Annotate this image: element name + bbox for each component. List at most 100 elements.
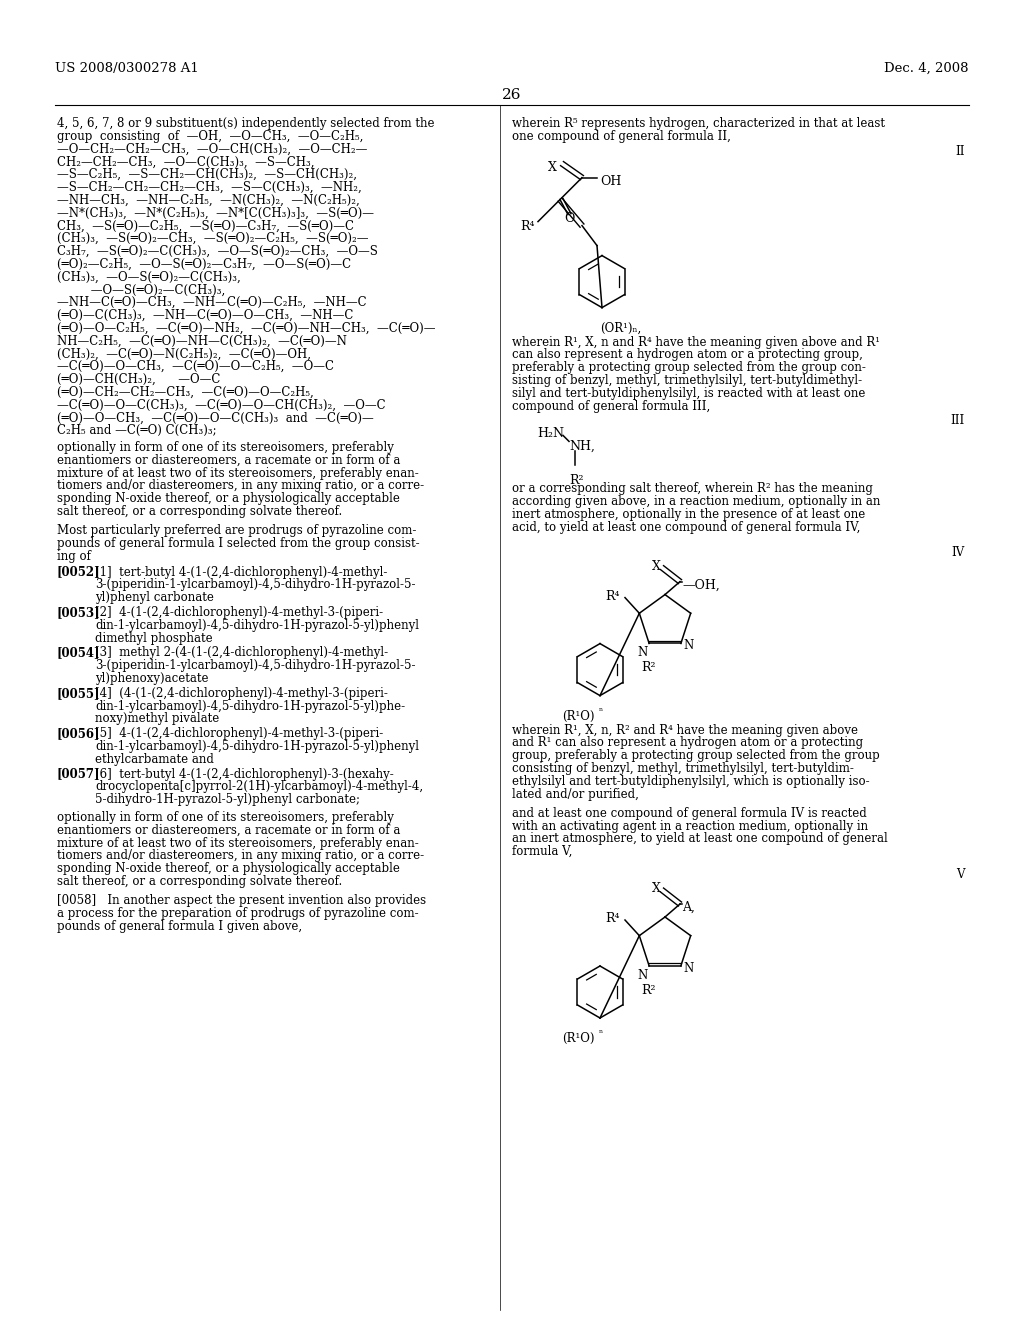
Text: wherein R¹, X, n, R² and R⁴ have the meaning given above: wherein R¹, X, n, R² and R⁴ have the mea… (512, 723, 858, 737)
Text: din-1-ylcarbamoyl)-4,5-dihydro-1H-pyrazol-5-yl)phenyl: din-1-ylcarbamoyl)-4,5-dihydro-1H-pyrazo… (95, 619, 419, 632)
Text: tiomers and/or diastereomers, in any mixing ratio, or a corre-: tiomers and/or diastereomers, in any mix… (57, 479, 424, 492)
Text: inert atmosphere, optionally in the presence of at least one: inert atmosphere, optionally in the pres… (512, 508, 865, 521)
Text: V: V (956, 869, 965, 880)
Text: silyl and tert-butyldiphenylsilyl, is reacted with at least one: silyl and tert-butyldiphenylsilyl, is re… (512, 387, 865, 400)
Text: —NH—CH₃,  —NH—C₂H₅,  —N(CH₃)₂,  —N(C₂H₅)₂,: —NH—CH₃, —NH—C₂H₅, —N(CH₃)₂, —N(C₂H₅)₂, (57, 194, 359, 207)
Text: —N*(CH₃)₃,  —N*(C₂H₅)₃,  —N*[C(CH₃)₃]₃,  —S(═O)—: —N*(CH₃)₃, —N*(C₂H₅)₃, —N*[C(CH₃)₃]₃, —S… (57, 207, 374, 219)
Text: (CH₃)₃,  —S(═O)₂—CH₃,  —S(═O)₂—C₂H₅,  —S(═O)₂—: (CH₃)₃, —S(═O)₂—CH₃, —S(═O)₂—C₂H₅, —S(═O… (57, 232, 369, 246)
Text: (R¹O): (R¹O) (562, 1032, 595, 1045)
Text: [0054]: [0054] (57, 647, 100, 660)
Text: O: O (564, 211, 574, 224)
Text: II: II (955, 145, 965, 157)
Text: [1]  tert-butyl 4-(1-(2,4-dichlorophenyl)-4-methyl-: [1] tert-butyl 4-(1-(2,4-dichlorophenyl)… (95, 565, 387, 578)
Text: —O—S(═O)₂—C(CH₃)₃,: —O—S(═O)₂—C(CH₃)₃, (57, 284, 225, 297)
Text: R⁴: R⁴ (605, 590, 620, 603)
Text: optionally in form of one of its stereoisomers, preferably: optionally in form of one of its stereoi… (57, 441, 394, 454)
Text: R²: R² (569, 474, 584, 487)
Text: [0053]: [0053] (57, 606, 100, 619)
Text: C₃H₇,  —S(═O)₂—C(CH₃)₃,  —O—S(═O)₂—CH₃,  —O—S: C₃H₇, —S(═O)₂—C(CH₃)₃, —O—S(═O)₂—CH₃, —O… (57, 246, 378, 257)
Text: mixture of at least two of its stereoisomers, preferably enan-: mixture of at least two of its stereoiso… (57, 837, 419, 850)
Text: X: X (548, 161, 557, 174)
Text: 3-(piperidin-1-ylcarbamoyl)-4,5-dihydro-1H-pyrazol-5-: 3-(piperidin-1-ylcarbamoyl)-4,5-dihydro-… (95, 659, 416, 672)
Text: R⁴: R⁴ (520, 219, 535, 232)
Text: lated and/or purified,: lated and/or purified, (512, 788, 639, 801)
Text: group  consisting  of  —OH,  —O—CH₃,  —O—C₂H₅,: group consisting of —OH, —O—CH₃, —O—C₂H₅… (57, 129, 364, 143)
Text: din-1-ylcarbamoyl)-4,5-dihydro-1H-pyrazol-5-yl)phe-: din-1-ylcarbamoyl)-4,5-dihydro-1H-pyrazo… (95, 700, 406, 713)
Text: [2]  4-(1-(2,4-dichlorophenyl)-4-methyl-3-(piperi-: [2] 4-(1-(2,4-dichlorophenyl)-4-methyl-3… (95, 606, 383, 619)
Text: din-1-ylcarbamoyl)-4,5-dihydro-1H-pyrazol-5-yl)phenyl: din-1-ylcarbamoyl)-4,5-dihydro-1H-pyrazo… (95, 741, 419, 752)
Text: one compound of general formula II,: one compound of general formula II, (512, 129, 731, 143)
Text: formula V,: formula V, (512, 845, 572, 858)
Text: 26: 26 (502, 88, 522, 102)
Text: acid, to yield at least one compound of general formula IV,: acid, to yield at least one compound of … (512, 521, 860, 533)
Text: ethylsilyl and tert-butyldiphenylsilyl, which is optionally iso-: ethylsilyl and tert-butyldiphenylsilyl, … (512, 775, 869, 788)
Text: [0052]: [0052] (57, 565, 100, 578)
Text: and R¹ can also represent a hydrogen atom or a protecting: and R¹ can also represent a hydrogen ato… (512, 737, 863, 750)
Text: R²: R² (641, 983, 655, 997)
Text: compound of general formula III,: compound of general formula III, (512, 400, 711, 413)
Text: NH,: NH, (569, 440, 595, 453)
Text: with an activating agent in a reaction medium, optionally in: with an activating agent in a reaction m… (512, 820, 868, 833)
Text: [0058]   In another aspect the present invention also provides: [0058] In another aspect the present inv… (57, 894, 426, 907)
Text: (CH₃)₃,  —O—S(═O)₂—C(CH₃)₃,: (CH₃)₃, —O—S(═O)₂—C(CH₃)₃, (57, 271, 241, 284)
Text: Most particularly preferred are prodrugs of pyrazoline com-: Most particularly preferred are prodrugs… (57, 524, 417, 537)
Text: —S—CH₂—CH₂—CH₂—CH₃,  —S—C(CH₃)₃,  —NH₂,: —S—CH₂—CH₂—CH₂—CH₃, —S—C(CH₃)₃, —NH₂, (57, 181, 361, 194)
Text: N: N (637, 969, 647, 982)
Text: salt thereof, or a corresponding solvate thereof.: salt thereof, or a corresponding solvate… (57, 506, 342, 517)
Text: (═O)—CH₂—CH₂—CH₃,  —C(═O)—O—C₂H₅,: (═O)—CH₂—CH₂—CH₃, —C(═O)—O—C₂H₅, (57, 385, 313, 399)
Text: yl)phenyl carbonate: yl)phenyl carbonate (95, 591, 214, 605)
Text: R⁴: R⁴ (605, 912, 620, 925)
Text: sponding N-oxide thereof, or a physiologically acceptable: sponding N-oxide thereof, or a physiolog… (57, 862, 400, 875)
Text: OH: OH (600, 174, 622, 187)
Text: [5]  4-(1-(2,4-dichlorophenyl)-4-methyl-3-(piperi-: [5] 4-(1-(2,4-dichlorophenyl)-4-methyl-3… (95, 727, 383, 741)
Text: N: N (684, 962, 694, 975)
Text: [0057]: [0057] (57, 768, 100, 780)
Text: Dec. 4, 2008: Dec. 4, 2008 (885, 62, 969, 75)
Text: H₂N: H₂N (537, 428, 564, 441)
Text: mixture of at least two of its stereoisomers, preferably enan-: mixture of at least two of its stereoiso… (57, 466, 419, 479)
Text: or a corresponding salt thereof, wherein R² has the meaning: or a corresponding salt thereof, wherein… (512, 482, 872, 495)
Text: —C(═O)—O—CH₃,  —C(═O)—O—C₂H₅,  —O—C: —C(═O)—O—CH₃, —C(═O)—O—C₂H₅, —O—C (57, 360, 334, 374)
Text: (CH₃)₂,  —C(═O)—N(C₂H₅)₂,  —C(═O)—OH,: (CH₃)₂, —C(═O)—N(C₂H₅)₂, —C(═O)—OH, (57, 347, 311, 360)
Text: drocyclopenta[c]pyrrol-2(1H)-ylcarbamoyl)-4-methyl-4,: drocyclopenta[c]pyrrol-2(1H)-ylcarbamoyl… (95, 780, 423, 793)
Text: wherein R⁵ represents hydrogen, characterized in that at least: wherein R⁵ represents hydrogen, characte… (512, 117, 885, 129)
Text: (═O)₂—C₂H₅,  —O—S(═O)₂—C₃H₇,  —O—S(═O)—C: (═O)₂—C₂H₅, —O—S(═O)₂—C₃H₇, —O—S(═O)—C (57, 257, 351, 271)
Text: a process for the preparation of prodrugs of pyrazoline com-: a process for the preparation of prodrug… (57, 907, 419, 920)
Text: wherein R¹, X, n and R⁴ have the meaning given above and R¹: wherein R¹, X, n and R⁴ have the meaning… (512, 335, 880, 348)
Text: ing of: ing of (57, 550, 91, 562)
Text: X: X (652, 882, 660, 895)
Text: yl)phenoxy)acetate: yl)phenoxy)acetate (95, 672, 209, 685)
Text: (═O)—O—C₂H₅,  —C(═O)—NH₂,  —C(═O)—NH—CH₃,  —C(═O)—: (═O)—O—C₂H₅, —C(═O)—NH₂, —C(═O)—NH—CH₃, … (57, 322, 435, 335)
Text: C₂H₅ and —C(═O) C(CH₃)₃;: C₂H₅ and —C(═O) C(CH₃)₃; (57, 424, 217, 437)
Text: (R¹O): (R¹O) (562, 710, 595, 722)
Text: 4, 5, 6, 7, 8 or 9 substituent(s) independently selected from the: 4, 5, 6, 7, 8 or 9 substituent(s) indepe… (57, 117, 434, 129)
Text: ethylcarbamate and: ethylcarbamate and (95, 752, 214, 766)
Text: sponding N-oxide thereof, or a physiologically acceptable: sponding N-oxide thereof, or a physiolog… (57, 492, 400, 506)
Text: pounds of general formula I selected from the group consist-: pounds of general formula I selected fro… (57, 537, 420, 550)
Text: optionally in form of one of its stereoisomers, preferably: optionally in form of one of its stereoi… (57, 810, 394, 824)
Text: X: X (652, 560, 660, 573)
Text: A,: A, (682, 902, 695, 913)
Text: (OR¹)ₙ,: (OR¹)ₙ, (600, 322, 641, 334)
Text: CH₂—CH₂—CH₃,  —O—C(CH₃)₃,  —S—CH₃,: CH₂—CH₂—CH₃, —O—C(CH₃)₃, —S—CH₃, (57, 156, 314, 169)
Text: according given above, in a reaction medium, optionally in an: according given above, in a reaction med… (512, 495, 881, 508)
Text: III: III (950, 414, 965, 428)
Text: enantiomers or diastereomers, a racemate or in form of a: enantiomers or diastereomers, a racemate… (57, 824, 400, 837)
Text: N: N (637, 647, 647, 660)
Text: enantiomers or diastereomers, a racemate or in form of a: enantiomers or diastereomers, a racemate… (57, 454, 400, 467)
Text: —C(═O)—O—C(CH₃)₃,  —C(═O)—O—CH(CH₃)₂,  —O—C: —C(═O)—O—C(CH₃)₃, —C(═O)—O—CH(CH₃)₂, —O—… (57, 399, 386, 412)
Text: —NH—C(═O)—CH₃,  —NH—C(═O)—C₂H₅,  —NH—C: —NH—C(═O)—CH₃, —NH—C(═O)—C₂H₅, —NH—C (57, 296, 367, 309)
Text: can also represent a hydrogen atom or a protecting group,: can also represent a hydrogen atom or a … (512, 348, 863, 362)
Text: preferably a protecting group selected from the group con-: preferably a protecting group selected f… (512, 362, 866, 374)
Text: R²: R² (641, 661, 655, 675)
Text: [3]  methyl 2-(4-(1-(2,4-dichlorophenyl)-4-methyl-: [3] methyl 2-(4-(1-(2,4-dichlorophenyl)-… (95, 647, 388, 660)
Text: consisting of benzyl, methyl, trimethylsilyl, tert-butyldim-: consisting of benzyl, methyl, trimethyls… (512, 762, 854, 775)
Text: sisting of benzyl, methyl, trimethylsilyl, tert-butyldimethyl-: sisting of benzyl, methyl, trimethylsily… (512, 374, 862, 387)
Text: [0056]: [0056] (57, 727, 100, 741)
Text: —OH,: —OH, (682, 578, 720, 591)
Text: IV: IV (951, 545, 965, 558)
Text: salt thereof, or a corresponding solvate thereof.: salt thereof, or a corresponding solvate… (57, 875, 342, 888)
Text: —O—CH₂—CH₂—CH₃,  —O—CH(CH₃)₂,  —O—CH₂—: —O—CH₂—CH₂—CH₃, —O—CH(CH₃)₂, —O—CH₂— (57, 143, 368, 156)
Text: an inert atmosphere, to yield at least one compound of general: an inert atmosphere, to yield at least o… (512, 833, 888, 845)
Text: US 2008/0300278 A1: US 2008/0300278 A1 (55, 62, 199, 75)
